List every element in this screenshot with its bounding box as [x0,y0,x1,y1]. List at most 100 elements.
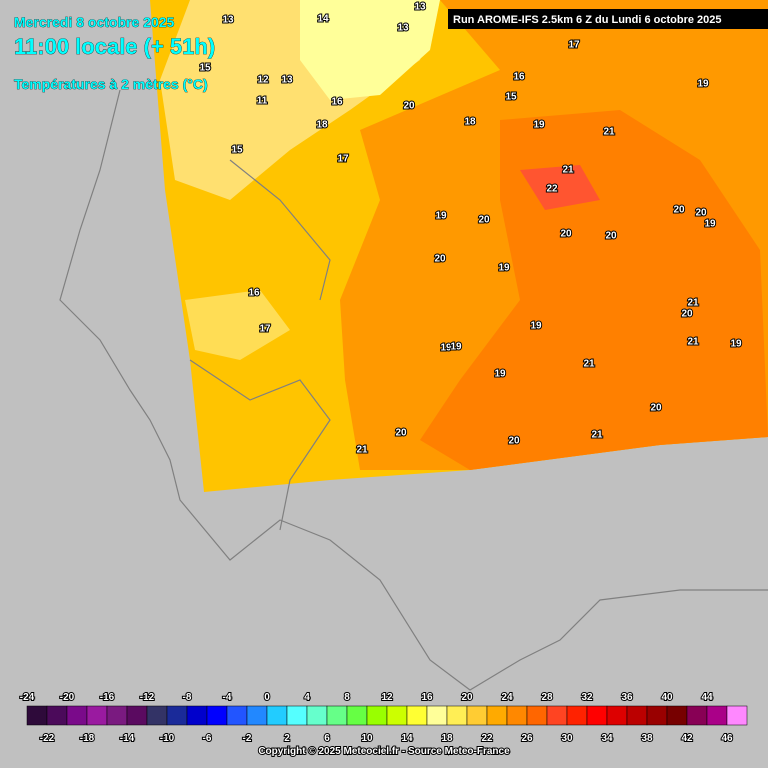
contour-label: 20 [605,231,617,242]
border [189,359,331,531]
contour-label: 19 [494,369,506,380]
run-info: Run AROME-IFS 2.5km 6 Z du Lundi 6 octob… [453,14,722,26]
legend-tick-label: 22 [481,733,493,744]
contour-label: 21 [356,445,368,456]
legend-tick-label: 10 [361,733,373,744]
legend-tick-label: 12 [381,692,393,703]
contour-label: 22 [546,184,558,195]
legend-swatch [626,705,648,726]
contour-label: 13 [414,2,426,13]
legend-tick-label: 16 [421,692,433,703]
contour-label: 20 [434,254,446,265]
contour-label: 18 [464,117,476,128]
contour-label: 21 [591,430,603,441]
legend-swatch [486,705,508,726]
legend-tick-label: 44 [701,692,713,703]
legend-swatch [366,705,388,726]
legend-tick-label: 26 [521,733,533,744]
legend-tick-label: -18 [80,733,95,744]
legend-swatch [106,705,128,726]
legend-tick-label: 34 [601,733,613,744]
contour-label: 19 [530,321,542,332]
legend-tick-label: -20 [60,692,75,703]
legend-tick-label: -10 [160,733,175,744]
contour-label: 21 [562,165,574,176]
contour-label: 20 [478,215,490,226]
contour-label: 20 [508,436,520,447]
contour-label: 19 [498,263,510,274]
coast [59,89,768,691]
legend-swatch [286,705,308,726]
contour-label: 20 [695,208,707,219]
legend-swatch [546,705,568,726]
legend-tick-label: 42 [681,733,693,744]
zone-21 [420,110,768,470]
zone-13 [300,0,440,100]
contour-label: 13 [281,75,293,86]
contour-label: 21 [687,337,699,348]
legend-tick-label: 36 [621,692,633,703]
legend-swatch [186,705,208,726]
contour-label: 19 [440,343,452,354]
legend-swatch [426,705,448,726]
legend-tick-label: -24 [20,692,35,703]
contour-label: 12 [257,75,269,86]
contour-label: 14 [317,14,329,25]
zone-22 [520,165,600,210]
legend-tick-label: 6 [324,733,330,744]
legend-tick-label: 30 [561,733,573,744]
legend-tick-label: 2 [284,733,290,744]
legend-tick-label: 38 [641,733,653,744]
contour-label: 20 [560,229,572,240]
legend-tick-label: -22 [40,733,55,744]
legend-swatch [446,705,468,726]
contour-label: 13 [222,15,234,26]
contour-label: 17 [259,324,271,335]
legend-tick-label: 18 [441,733,453,744]
legend-swatch [206,705,228,726]
legend-swatch [246,705,268,726]
contour-label: 17 [568,40,580,51]
legend-tick-label: -6 [203,733,212,744]
contour-label: 19 [704,219,716,230]
legend-swatch [146,705,168,726]
parameter: Températures à 2 mètres (°C) [14,76,208,92]
zone-16 [185,290,290,360]
legend-tick-label: 20 [461,692,473,703]
contour-label: 17 [337,154,349,165]
legend-tick-label: -12 [140,692,155,703]
legend-swatch [66,705,88,726]
coastlines [59,89,768,691]
border [229,159,331,301]
legend-swatch [386,705,408,726]
contour-label: 19 [730,339,742,350]
copyright: Copyright © 2025 Meteociel.fr - Source M… [258,746,510,757]
legend-swatch [606,705,628,726]
legend-swatch [306,705,328,726]
time: 11:00 locale (+ 51h) [14,34,215,59]
legend-tick-label: -2 [243,733,252,744]
legend-swatch [506,705,528,726]
legend-swatch [126,705,148,726]
legend-swatch [26,705,48,726]
contour-label: 19 [450,342,462,353]
legend-tick-label: -8 [183,692,192,703]
legend-tick-label: 40 [661,692,673,703]
legend-tick-label: 32 [581,692,593,703]
contour-label: 20 [395,428,407,439]
legend-tick-label: 24 [501,692,513,703]
contour-label: 20 [681,309,693,320]
legend-swatch [346,705,368,726]
legend-swatch [686,705,708,726]
legend-tick-label: 14 [401,733,413,744]
legend-swatch [526,705,548,726]
legend-swatch [226,705,248,726]
contour-label: 16 [331,97,343,108]
legend-swatch [266,705,288,726]
contour-label: 20 [650,403,662,414]
legend-tick-label: -16 [100,692,115,703]
contour-label: 15 [505,92,517,103]
contour-label: 15 [199,63,211,74]
run-banner [448,9,768,29]
